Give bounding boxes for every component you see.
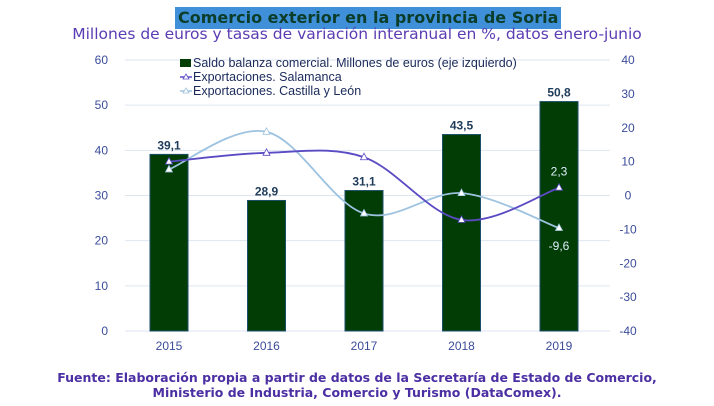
y-right-tick: -20	[619, 256, 637, 270]
y-right-tick: 10	[621, 155, 635, 169]
bar	[149, 153, 189, 332]
x-tick: 2016	[253, 339, 280, 353]
line-marker	[262, 147, 271, 156]
x-tick: 2015	[156, 339, 183, 353]
y-right-tick: 30	[621, 87, 635, 101]
line-marker	[262, 126, 271, 135]
line-marker	[359, 208, 369, 217]
y-right-tick: 20	[621, 121, 635, 135]
source-line-1: Fuente: Elaboración propia a partir de d…	[57, 370, 657, 385]
y-right-tick: -30	[619, 290, 637, 304]
legend-marker	[182, 73, 190, 80]
bar-data-label: 43,5	[450, 119, 474, 133]
line-marker	[359, 152, 369, 161]
y-left-tick: 0	[101, 324, 108, 338]
legend-swatch-bar	[180, 59, 191, 67]
source-note: Fuente: Elaboración propia a partir de d…	[0, 370, 714, 400]
source-line-2: Ministerio de Industria, Comercio y Turi…	[152, 385, 562, 400]
y-right-tick: -40	[619, 324, 637, 338]
y-left-tick: 50	[95, 98, 109, 112]
bar	[442, 134, 481, 332]
bar-data-label: 50,8	[547, 86, 571, 100]
combo-chart: 0 10 20 30 40 50 60 -40 -30 -20 -10 0 10 20 30 40 2015 20…	[95, 53, 637, 353]
y-left-tick: 40	[95, 143, 109, 157]
y-left-tick: 60	[95, 53, 109, 67]
line-marker	[164, 164, 174, 173]
y-left-tick: 10	[95, 279, 109, 293]
bar	[539, 101, 579, 332]
y-right-tick: -10	[619, 222, 637, 236]
legend-marker	[182, 87, 190, 94]
bar-data-label: 39,1	[157, 138, 181, 152]
bar	[247, 199, 286, 332]
legend-label: Exportaciones. Castilla y León	[193, 84, 361, 98]
y-right-tick: 0	[625, 189, 632, 203]
series-line	[168, 149, 560, 222]
legend-label: Exportaciones. Salamanca	[193, 70, 342, 84]
line-marker	[457, 215, 466, 223]
y-left-tick: 20	[95, 234, 109, 248]
bar-data-label: 31,1	[352, 175, 376, 189]
x-tick: 2018	[448, 339, 475, 353]
line-marker	[457, 188, 466, 197]
chart-title: Comercio exterior en la provincia de Sor…	[175, 7, 562, 29]
line-marker	[554, 223, 564, 231]
y-left-tick: 30	[95, 189, 109, 203]
line-data-label: 2,3	[551, 165, 568, 179]
line-marker	[164, 156, 174, 165]
x-tick: 2017	[351, 339, 378, 353]
x-tick: 2019	[546, 339, 573, 353]
y-right-tick: 40	[621, 53, 635, 67]
line-data-label: -9,6	[549, 239, 570, 253]
chart-subtitle: Millones de euros y tasas de variación i…	[72, 25, 642, 43]
bar-data-label: 28,9	[255, 184, 279, 198]
legend-label: Saldo balanza comercial. Millones de eur…	[193, 56, 517, 70]
line-marker	[554, 182, 564, 191]
